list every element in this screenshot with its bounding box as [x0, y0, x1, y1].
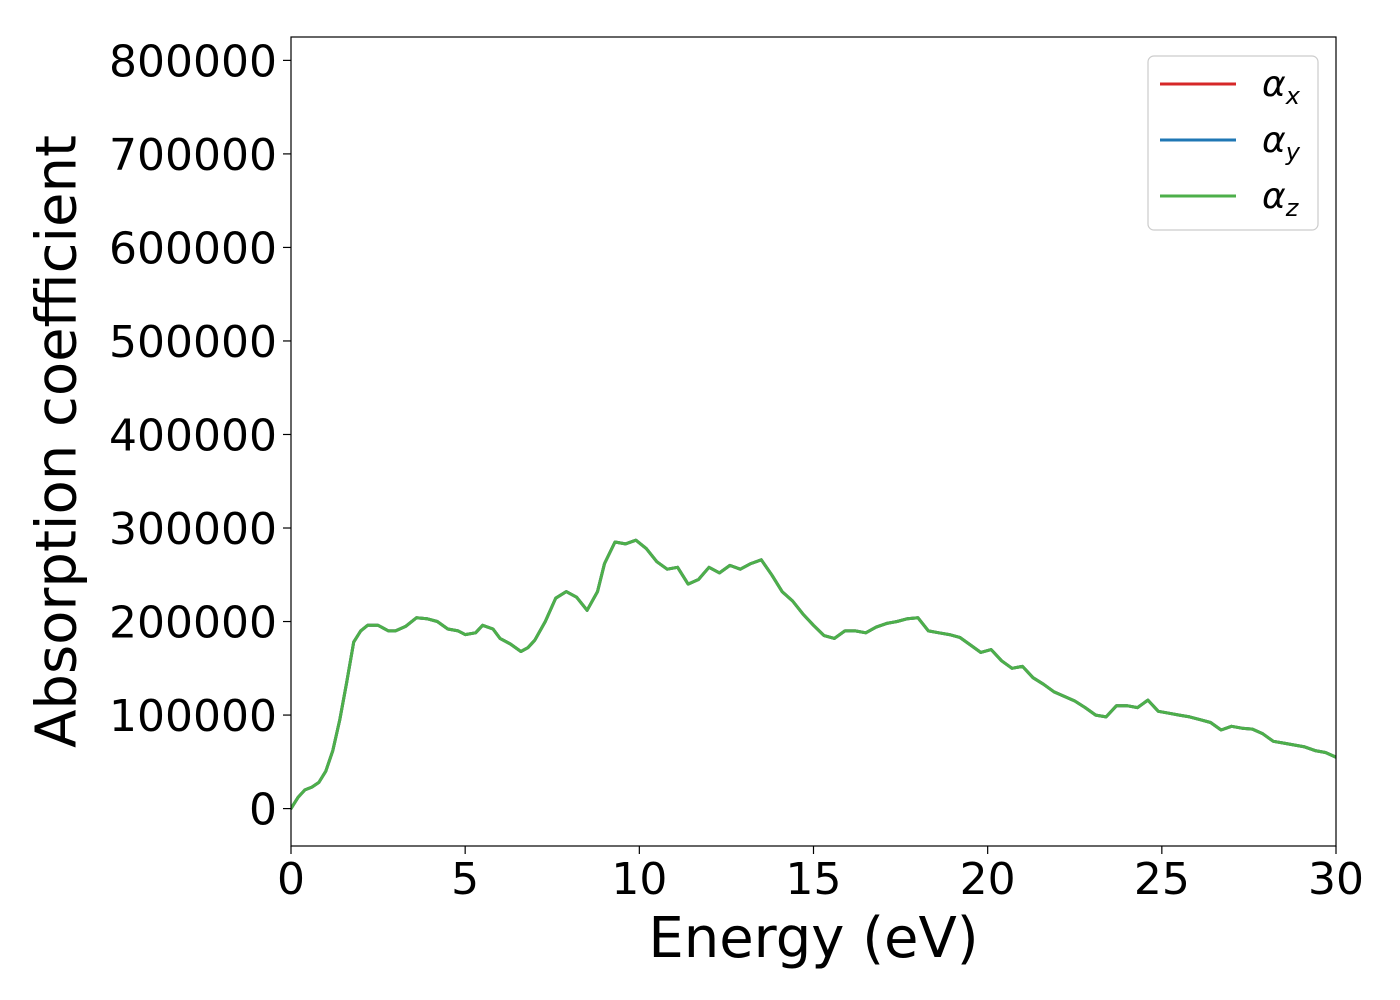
legend-box	[1147, 55, 1319, 231]
legend: αx αy αz	[1147, 55, 1319, 231]
x-tick-label: 20	[960, 854, 1016, 905]
y-axis-ticks: 0 100000 200000 300000 400000 500000 600000 700…	[109, 36, 291, 836]
x-axis-label: Energy (eV)	[648, 906, 978, 971]
y-axis-label: Absorption coefficient	[25, 135, 90, 748]
x-tick-label: 30	[1308, 854, 1364, 905]
x-tick-label: 25	[1134, 854, 1190, 905]
x-tick-label: 10	[611, 854, 667, 905]
legend-label-y: αy	[1262, 120, 1301, 166]
series-line-z	[291, 538, 1336, 811]
x-tick-label: 0	[277, 854, 305, 905]
y-tick-label: 400000	[109, 410, 277, 461]
y-tick-label: 500000	[109, 317, 277, 368]
y-tick-label: 800000	[109, 36, 277, 87]
y-tick-label: 600000	[109, 223, 277, 274]
y-tick-label: 700000	[109, 130, 277, 181]
y-tick-label: 300000	[109, 504, 277, 555]
x-tick-label: 5	[451, 854, 479, 905]
y-tick-label: 200000	[109, 598, 277, 649]
x-axis-ticks: 0 5 10 15 20 25 30	[277, 846, 1364, 905]
y-tick-label: 0	[249, 785, 277, 836]
legend-label-z: αz	[1262, 176, 1300, 222]
y-tick-label: 100000	[109, 691, 277, 742]
legend-label-x: αx	[1262, 64, 1301, 110]
series-layer	[291, 538, 1336, 811]
x-tick-label: 15	[786, 854, 842, 905]
